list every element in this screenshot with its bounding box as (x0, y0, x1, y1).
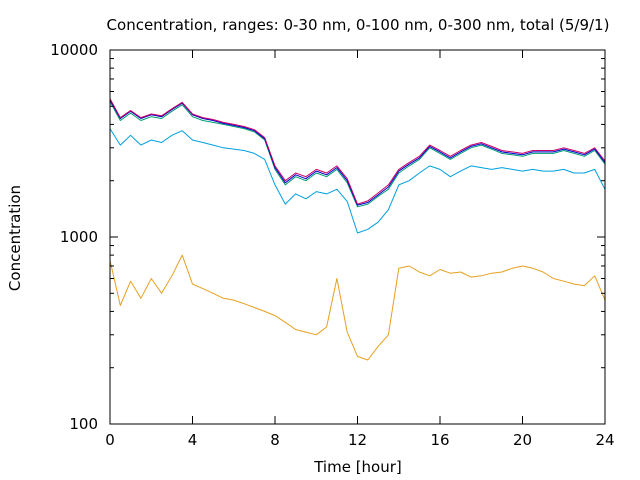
y-tick-label: 100 (69, 415, 98, 433)
x-tick-label: 12 (348, 431, 367, 449)
chart-title: Concentration, ranges: 0-30 nm, 0-100 nm… (107, 16, 610, 34)
x-axis-label: Time [hour] (313, 458, 402, 476)
series-line-3 (109, 101, 606, 208)
x-tick-label: 16 (430, 431, 449, 449)
plot-frame (109, 49, 606, 425)
series-line-1 (109, 254, 606, 361)
ticks-layer: 0 4 8 12 16 20 24 100 1000 10000 (50, 41, 614, 449)
y-tick-label: 1000 (60, 228, 98, 246)
x-tick-label: 8 (270, 431, 280, 449)
series-line-5 (109, 98, 606, 205)
x-tick-label: 4 (188, 431, 198, 449)
series-line-4 (109, 99, 606, 206)
series-layer (109, 98, 606, 361)
series-line-2 (109, 128, 606, 234)
y-axis-label: Concentration (6, 185, 24, 291)
y-tick-label: 10000 (50, 41, 98, 59)
x-tick-label: 0 (105, 431, 115, 449)
x-tick-label: 24 (595, 431, 614, 449)
x-tick-label: 20 (513, 431, 532, 449)
